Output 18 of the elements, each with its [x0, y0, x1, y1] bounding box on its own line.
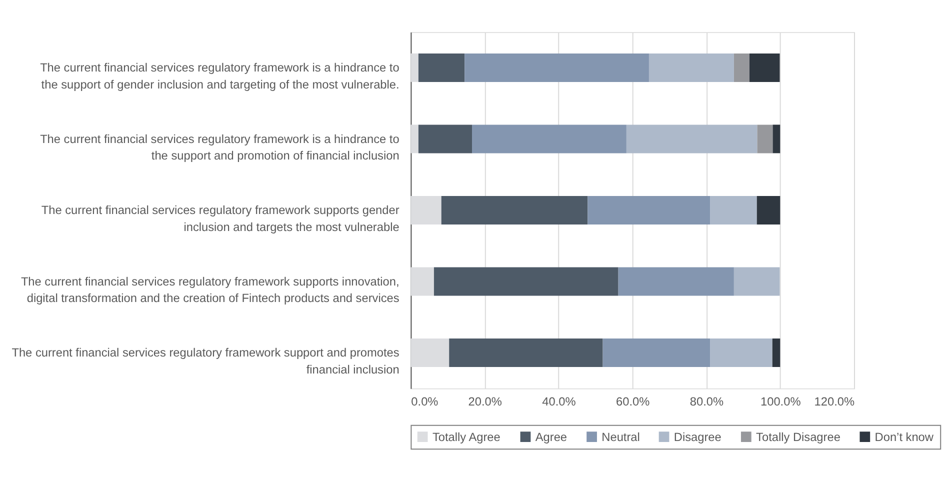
- x-tick-label: 40.0%: [542, 394, 576, 409]
- y-tick-label: The current financial services regulatory framework supports innovation, digital transformation and the creation of Fintech products and services: [20, 274, 400, 306]
- x-tick-label: 20.0%: [468, 394, 502, 409]
- x-tick-label: 60.0%: [616, 394, 650, 409]
- legend-label: Don’t know: [874, 430, 934, 444]
- x-tick-label: 120.0%: [814, 394, 855, 409]
- legend-label: Totally Disagree: [756, 430, 841, 444]
- y-tick-label: The current financial services regulatory framework is a hindrance to the support of gender inclusion and targeting of the most vulnerable.: [40, 60, 400, 92]
- x-tick-label: 100.0%: [760, 394, 802, 409]
- legend-label: Totally Agree: [432, 430, 501, 444]
- y-tick-label: The current financial services regulatory framework supports gender inclusion and targets the most vulnerable: [41, 203, 400, 234]
- legend-label: Disagree: [674, 430, 722, 444]
- x-tick-label: 80.0%: [690, 394, 724, 409]
- legend-label: Agree: [535, 430, 568, 444]
- legend-label: Neutral: [602, 430, 640, 444]
- x-tick-label: 0.0%: [411, 394, 439, 409]
- y-tick-label: The current financial services regulatory framework is a hindrance to the support and promotion of financial inclusion: [40, 132, 400, 163]
- y-tick-label: The current financial services regulatory framework support and promotes financial inclusion: [12, 346, 400, 376]
